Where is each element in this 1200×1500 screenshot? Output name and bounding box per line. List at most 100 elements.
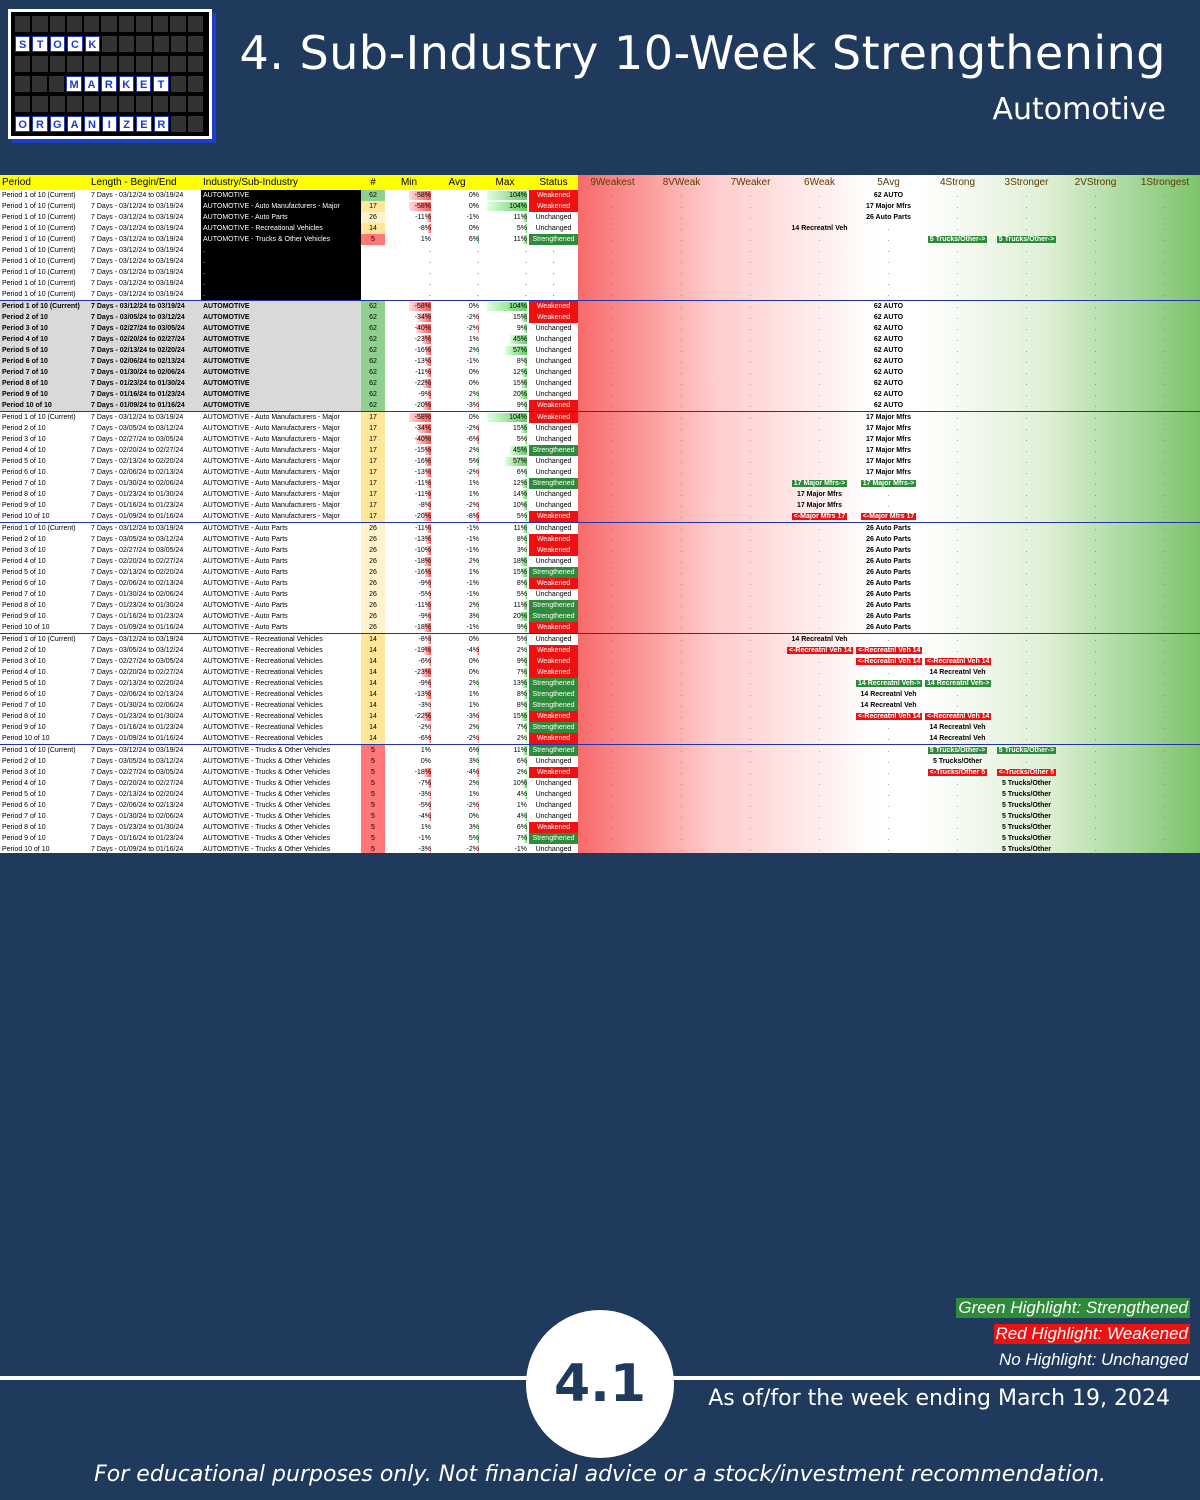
avg-value: .	[477, 247, 479, 254]
tier-dot: .	[818, 680, 821, 687]
tier-cell: .	[785, 778, 854, 789]
tier-dot: .	[1094, 536, 1097, 543]
tier-dot: .	[818, 613, 821, 620]
tier-cell: .	[716, 201, 785, 212]
tier-cell: .	[716, 378, 785, 389]
tier-dot: .	[680, 747, 683, 754]
tier-dot: .	[749, 247, 752, 254]
count-cell: 26	[361, 622, 385, 634]
tier-dot: .	[1025, 380, 1028, 387]
avg-cell: -1%	[433, 578, 481, 589]
industry-cell: AUTOMOTIVE	[201, 190, 361, 201]
length-cell: 7 Days - 02/06/24 to 02/13/24	[91, 469, 184, 476]
logo-letter-tile	[118, 56, 134, 72]
tier-cell: .	[992, 578, 1061, 589]
tier-cell: 26 Auto Parts	[854, 545, 923, 556]
tier-label: 17 Major Mfrs	[865, 447, 912, 454]
tier-cell: .	[854, 733, 923, 745]
tier-dot: .	[956, 480, 959, 487]
max-cell: 5%	[481, 511, 529, 523]
tier-cell: 14 Recreatnl Veh->	[854, 678, 923, 689]
tier-dot: .	[611, 580, 614, 587]
tier-cell: .	[923, 256, 992, 267]
industry-cell: AUTOMOTIVE - Trucks & Other Vehicles	[203, 846, 331, 853]
min-bar	[426, 213, 431, 222]
max-cell: 20%	[481, 389, 529, 400]
tier-label: 5 Trucks/Other->	[927, 747, 988, 754]
tier-cell: .	[785, 622, 854, 634]
status-cell: Unchanged	[529, 633, 578, 645]
industry-cell: AUTOMOTIVE - Recreational Vehicles	[203, 691, 323, 698]
avg-bar	[478, 346, 479, 355]
tier-cell: .	[785, 589, 854, 600]
tier-dot: .	[1094, 769, 1097, 776]
min-value: -58%	[414, 303, 431, 310]
min-cell: -11%	[385, 367, 433, 378]
min-value: -22%	[414, 713, 431, 720]
tier-dot: .	[1094, 436, 1097, 443]
count-cell: 14	[361, 733, 385, 745]
period-cell: Period 4 of 10	[0, 334, 89, 345]
avg-value: 0%	[468, 303, 479, 310]
length-cell: 7 Days - 02/06/24 to 02/13/24	[91, 691, 184, 698]
tier-dot: .	[1094, 724, 1097, 731]
period-cell: Period 9 of 10	[2, 835, 46, 842]
tier-dot: .	[680, 269, 683, 276]
tier-cell: .	[716, 245, 785, 256]
tier-label: 17 Major Mfrs	[865, 425, 912, 432]
tier-dot: .	[611, 636, 614, 643]
tier-cell: .	[923, 489, 992, 500]
tier-cell: .	[1061, 578, 1130, 589]
avg-cell: 2%	[433, 600, 481, 611]
max-cell: 9%	[481, 656, 529, 667]
avg-bar	[477, 768, 479, 777]
tier-dot: .	[680, 569, 683, 576]
max-cell: 20%	[481, 611, 529, 622]
tier-dot: .	[818, 425, 821, 432]
tier-cell: .	[1061, 833, 1130, 844]
tier-cell: .	[716, 356, 785, 367]
max-cell: 3%	[481, 545, 529, 556]
tier-dot: .	[1025, 425, 1028, 432]
min-cell: -22%	[385, 378, 433, 389]
logo-letter-tile	[15, 56, 31, 72]
table-row: Period 7 of 10 7 Days - 01/30/24 to 02/06…	[0, 589, 1200, 600]
tier-cell: .	[716, 300, 785, 312]
max-value: 1%	[516, 802, 527, 809]
tier-dot: .	[1025, 225, 1028, 232]
avg-value: 1%	[468, 569, 479, 576]
tier-dot: .	[818, 724, 821, 731]
tier-dot: .	[1164, 325, 1166, 332]
tier-dot: .	[680, 192, 683, 199]
tier-dot: .	[611, 314, 614, 321]
max-cell: 45%	[481, 334, 529, 345]
tier-cell: .	[716, 445, 785, 456]
logo-letter-tile: I	[101, 116, 117, 132]
tier-dot: .	[1094, 336, 1097, 343]
min-cell: -5%	[385, 800, 433, 811]
tier-cell: .	[923, 600, 992, 611]
max-bar	[525, 224, 527, 233]
status-cell: .	[552, 247, 555, 254]
tier-dot: .	[1094, 269, 1097, 276]
tier-label: 62 AUTO	[873, 391, 904, 398]
tier-dot: .	[1094, 613, 1097, 620]
table-row: Period 1 of 10 (Current) 7 Days - 03/12/2…	[0, 190, 1200, 201]
tier-dot: .	[1164, 713, 1166, 720]
period-cell: Period 4 of 10	[2, 447, 46, 454]
tier-dot: .	[680, 436, 683, 443]
tier-cell: .	[992, 190, 1061, 201]
logo-letter-tile	[136, 36, 152, 52]
tier-cell: .	[992, 223, 1061, 234]
tier-dot: .	[1164, 613, 1166, 620]
tier-header: 5Avg	[877, 177, 900, 188]
min-value: 0%	[420, 758, 431, 765]
tier-cell: <-Recreatnl Veh 14	[923, 656, 992, 667]
table-row: Period 3 of 10 7 Days - 02/27/24 to 03/05…	[0, 434, 1200, 445]
tier-dot: .	[749, 269, 752, 276]
tier-dot: .	[1164, 291, 1166, 298]
tier-cell: .	[1061, 234, 1130, 245]
table-row: Period 6 of 10 7 Days - 02/06/24 to 02/13…	[0, 467, 1200, 478]
tier-dot: .	[818, 735, 821, 742]
